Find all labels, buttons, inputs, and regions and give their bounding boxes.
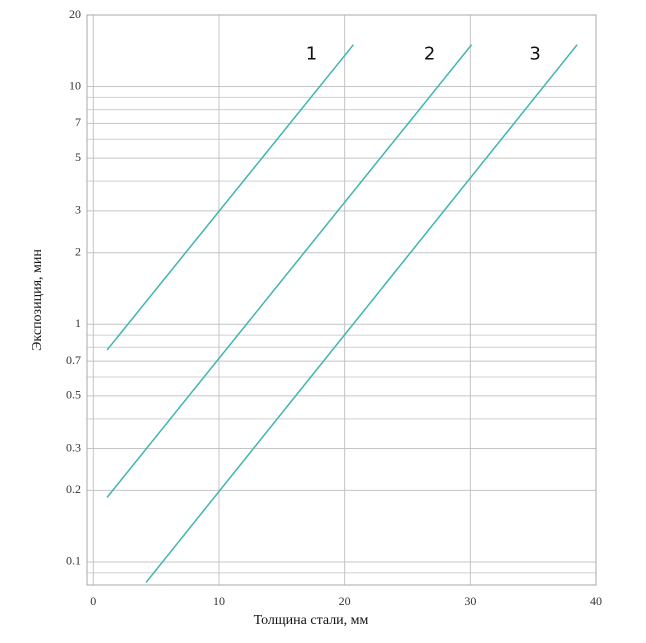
y-tick-label: 1 [75, 316, 81, 330]
y-axis-label: Экспозиция, мин [30, 249, 45, 351]
line-label: 3 [529, 44, 540, 65]
plot-frame [86, 14, 597, 586]
x-tick-label: 20 [339, 594, 351, 608]
y-tick-label: 0.1 [66, 554, 81, 568]
y-tick-label: 5 [75, 150, 81, 164]
y-tick-label: 10 [69, 78, 81, 92]
x-tick-label: 40 [590, 594, 602, 608]
line [106, 44, 355, 351]
x-tick-label: 0 [90, 594, 96, 608]
x-tick-label: 30 [464, 594, 476, 608]
y-tick-label: 20 [69, 7, 81, 21]
x-tick-label: 10 [213, 594, 225, 608]
line-label: 2 [424, 44, 435, 65]
line [106, 44, 473, 498]
y-tick-label: 7 [75, 115, 81, 129]
y-tick-label: 2 [75, 244, 81, 258]
line [145, 44, 578, 583]
y-tick-label: 0.5 [66, 388, 81, 402]
y-tick-label: 0.7 [66, 353, 81, 367]
y-tick-label: 0.2 [66, 482, 81, 496]
line-label: 1 [306, 44, 317, 65]
y-tick-label: 0.3 [66, 440, 81, 454]
y-tick-label: 3 [75, 203, 81, 217]
x-axis-label: Толщина стали, мм [254, 613, 369, 628]
